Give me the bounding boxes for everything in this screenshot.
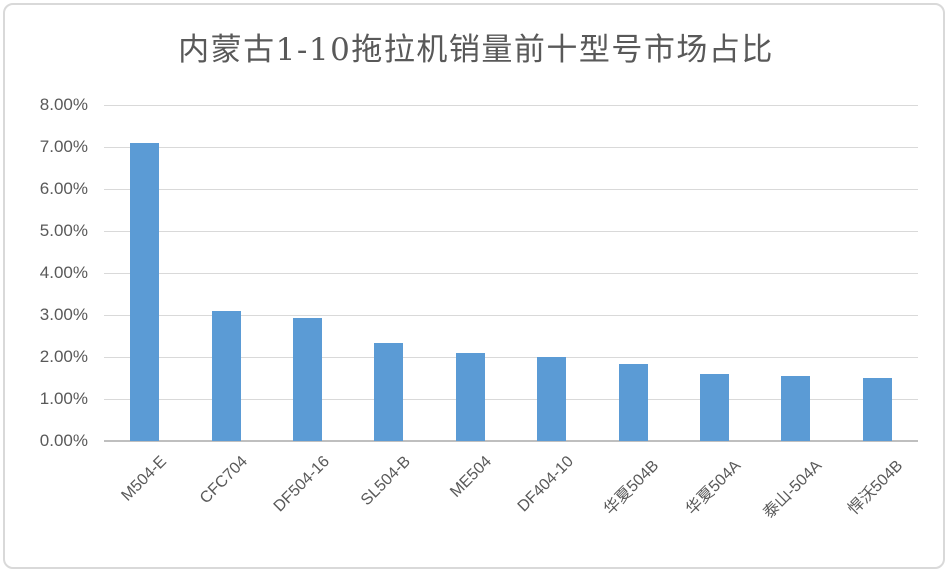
bar (455, 352, 485, 441)
chart-border (3, 3, 945, 569)
y-tick-label: 5.00% (39, 221, 88, 240)
y-tick-label: 2.00% (39, 347, 88, 366)
gridline (104, 315, 918, 316)
gridline (104, 231, 918, 232)
gridline (104, 399, 918, 400)
bar (293, 318, 322, 441)
bar (618, 364, 648, 441)
gridline (104, 357, 918, 358)
bar (211, 310, 241, 441)
x-axis-line (104, 440, 918, 442)
bar (537, 357, 567, 441)
y-tick-label: 3.00% (39, 305, 88, 324)
y-tick-label: 8.00% (39, 95, 88, 114)
gridline (104, 189, 918, 190)
gridline (104, 273, 918, 274)
y-tick-label: 4.00% (39, 263, 88, 282)
gridline (104, 105, 918, 106)
chart-title: 内蒙古1-10拖拉机销量前十型号市场占比 (178, 32, 774, 68)
bar (700, 373, 729, 441)
bar (374, 343, 404, 441)
bar (130, 142, 160, 441)
y-tick-label: 6.00% (39, 179, 88, 198)
y-tick-label: 0.00% (39, 431, 88, 450)
y-tick-label: 1.00% (39, 389, 88, 408)
bar (781, 375, 811, 441)
gridline (104, 147, 918, 148)
bar (862, 378, 892, 441)
y-tick-label: 7.00% (39, 137, 88, 156)
